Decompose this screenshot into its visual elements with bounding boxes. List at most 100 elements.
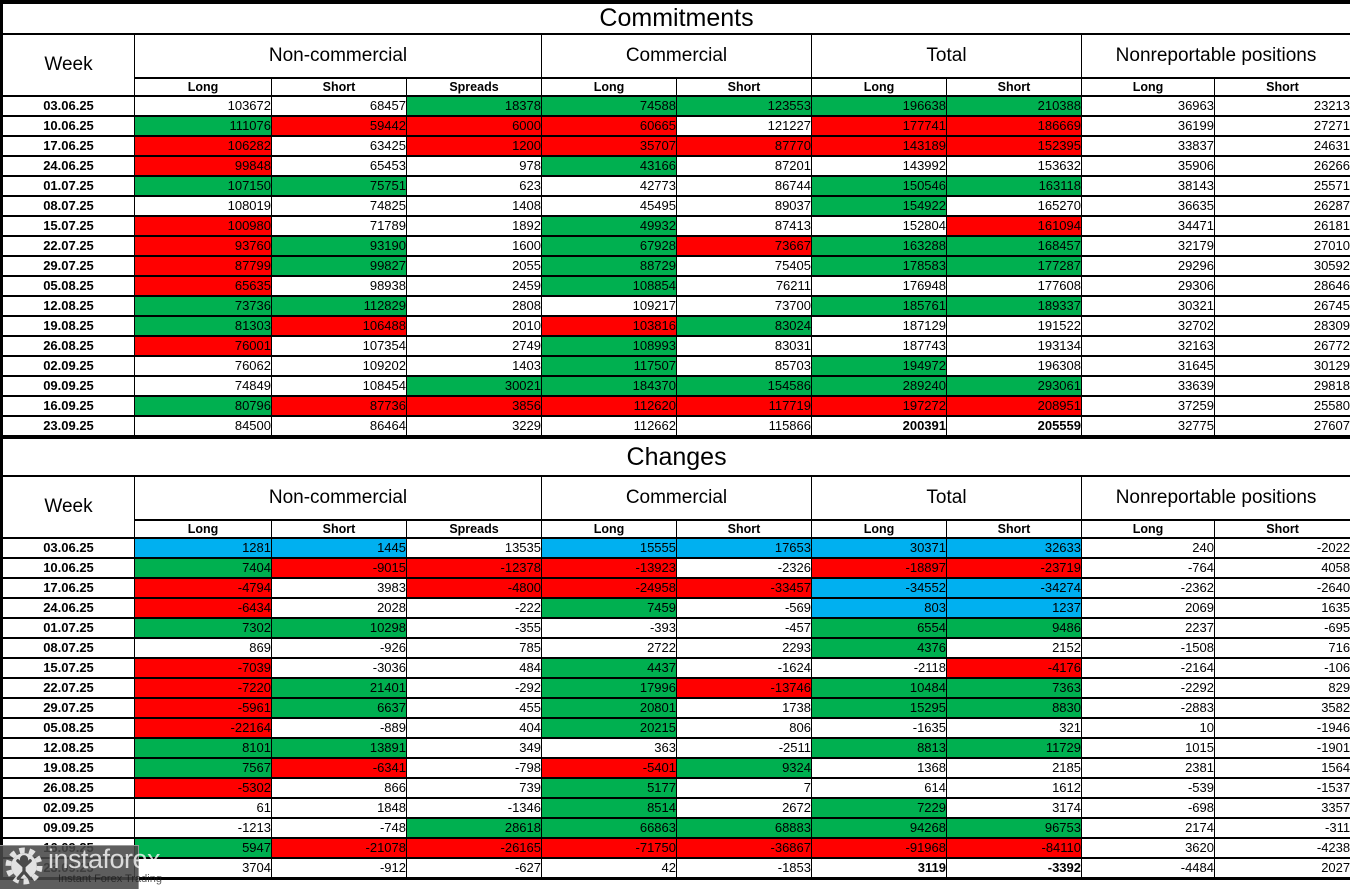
group-header-non-commercial: Non-commercial xyxy=(134,475,542,521)
cell-c-short: 9324 xyxy=(676,757,812,779)
cell-nc-short: 74825 xyxy=(271,195,407,217)
cell-c-long: 60665 xyxy=(541,115,677,137)
week-cell: 02.09.25 xyxy=(1,797,135,819)
cell-nc-short: 99827 xyxy=(271,255,407,277)
cell-nc-spreads: 785 xyxy=(406,637,542,659)
cell-t-short: -84110 xyxy=(946,837,1082,859)
table-row: 26.08.25 76001 107354 2749 108993 83031 187743… xyxy=(1,335,1350,357)
cell-nr-long: 33837 xyxy=(1081,135,1215,157)
cell-nr-short: 28646 xyxy=(1214,275,1350,297)
cell-t-long: 200391 xyxy=(811,415,947,437)
table-row: 22.07.25 93760 93190 1600 67928 73667 163288 16… xyxy=(1,235,1350,257)
cell-nr-long: 38143 xyxy=(1081,175,1215,197)
cell-nc-long: 8101 xyxy=(134,737,272,759)
col-header-c-long: Long xyxy=(541,77,677,97)
week-cell: 02.09.25 xyxy=(1,355,135,377)
cell-c-short: -1853 xyxy=(676,857,812,880)
changes-title: Changes xyxy=(0,437,1350,477)
cell-nc-short: 21401 xyxy=(271,677,407,699)
table-row: 15.07.25 -7039 -3036 484 4437 -1624 -2118 -4176… xyxy=(1,657,1350,679)
cell-t-long: -1635 xyxy=(811,717,947,739)
cell-nc-spreads: -627 xyxy=(406,857,542,880)
cell-c-long: 42773 xyxy=(541,175,677,197)
week-cell: 22.07.25 xyxy=(1,235,135,257)
cell-nr-long: -539 xyxy=(1081,777,1215,799)
cell-nr-short: 25580 xyxy=(1214,395,1350,417)
cell-c-long: 7459 xyxy=(541,597,677,619)
cell-c-short: -36867 xyxy=(676,837,812,859)
cell-c-long: 112662 xyxy=(541,415,677,437)
cell-c-long: 117507 xyxy=(541,355,677,377)
cell-t-long: 178583 xyxy=(811,255,947,277)
cell-nr-long: 1015 xyxy=(1081,737,1215,759)
cell-t-short: 168457 xyxy=(946,235,1082,257)
cell-nr-long: 32702 xyxy=(1081,315,1215,337)
week-cell: 29.07.25 xyxy=(1,697,135,719)
cell-nc-spreads: 6000 xyxy=(406,115,542,137)
cell-t-long: 94268 xyxy=(811,817,947,839)
cell-t-long: 7229 xyxy=(811,797,947,819)
cell-nr-long: 33639 xyxy=(1081,375,1215,397)
table-row: 03.06.25 1281 1445 13535 15555 17653 30371 3263… xyxy=(1,537,1350,559)
cell-nr-long: -4484 xyxy=(1081,857,1215,880)
week-cell: 03.06.25 xyxy=(1,95,135,117)
cell-nc-short: -926 xyxy=(271,637,407,659)
col-header-t-short: Short xyxy=(946,519,1082,539)
cell-nc-long: 99848 xyxy=(134,155,272,177)
week-cell: 26.08.25 xyxy=(1,777,135,799)
col-header-nr-short: Short xyxy=(1214,77,1350,97)
cell-nc-short: 65453 xyxy=(271,155,407,177)
cell-nc-short: -912 xyxy=(271,857,407,880)
cell-nc-short: 68457 xyxy=(271,95,407,117)
cell-nr-long: 32179 xyxy=(1081,235,1215,257)
cell-t-short: 1237 xyxy=(946,597,1082,619)
col-header-nc-spreads: Spreads xyxy=(406,519,542,539)
changes-table: Changes Week Non-commercial Commercial T… xyxy=(0,437,1350,880)
cell-t-short: 161094 xyxy=(946,215,1082,237)
week-cell: 05.08.25 xyxy=(1,275,135,297)
cell-c-short: 154586 xyxy=(676,375,812,397)
cell-t-long: 30371 xyxy=(811,537,947,559)
cell-t-short: 2185 xyxy=(946,757,1082,779)
cell-t-short: 210388 xyxy=(946,95,1082,117)
cell-c-short: 89037 xyxy=(676,195,812,217)
cell-t-short: 191522 xyxy=(946,315,1082,337)
cell-c-short: -2326 xyxy=(676,557,812,579)
cell-t-long: 1368 xyxy=(811,757,947,779)
cell-t-short: -34274 xyxy=(946,577,1082,599)
week-cell: 09.09.25 xyxy=(1,817,135,839)
cell-nr-long: 35906 xyxy=(1081,155,1215,177)
cell-c-long: -24958 xyxy=(541,577,677,599)
cell-nr-long: 29306 xyxy=(1081,275,1215,297)
cell-nc-spreads: 1200 xyxy=(406,135,542,157)
table-row: 05.08.25 -22164 -889 404 20215 806 -1635 321 10-… xyxy=(1,717,1350,739)
cell-nc-spreads: 2055 xyxy=(406,255,542,277)
cell-nc-spreads: -1346 xyxy=(406,797,542,819)
table-row: 22.07.25 -7220 21401 -292 17996 -13746 10484 73… xyxy=(1,677,1350,699)
week-cell: 08.07.25 xyxy=(1,195,135,217)
instaforex-watermark: instaforex Instant Forex Trading xyxy=(0,845,230,889)
cell-nr-short: 3582 xyxy=(1213,697,1350,719)
cell-nr-long: -764 xyxy=(1081,557,1215,579)
cell-t-long: 185761 xyxy=(811,295,947,317)
cell-t-long: 4376 xyxy=(811,637,947,659)
table-row: 02.09.25 61 1848 -1346 8514 2672 7229 3174 -698 3… xyxy=(1,797,1350,819)
cell-nc-short: 3983 xyxy=(271,577,407,599)
table-row: 19.08.25 81303 106488 2010 103816 83024 187129… xyxy=(1,315,1350,337)
week-cell: 10.06.25 xyxy=(1,557,135,579)
table-row: 24.06.25 99848 65453 978 43166 87201 143992 153… xyxy=(1,155,1350,177)
cell-nc-short: 107354 xyxy=(271,335,407,357)
cell-t-long: 187743 xyxy=(811,335,947,357)
cell-t-short: 32633 xyxy=(946,537,1082,559)
cell-t-long: 194972 xyxy=(811,355,947,377)
cell-t-short: 189337 xyxy=(946,295,1082,317)
cell-nc-long: 76001 xyxy=(134,335,272,357)
cell-nr-short: 716 xyxy=(1213,637,1350,659)
cell-c-short: 7 xyxy=(676,777,812,799)
week-cell: 29.07.25 xyxy=(1,255,135,277)
cell-nr-long: 34471 xyxy=(1081,215,1215,237)
cell-nc-spreads: -4800 xyxy=(406,577,542,599)
cell-nc-long: 87799 xyxy=(134,255,272,277)
week-cell: 15.07.25 xyxy=(1,657,135,679)
cell-nc-long: -5961 xyxy=(134,697,272,719)
